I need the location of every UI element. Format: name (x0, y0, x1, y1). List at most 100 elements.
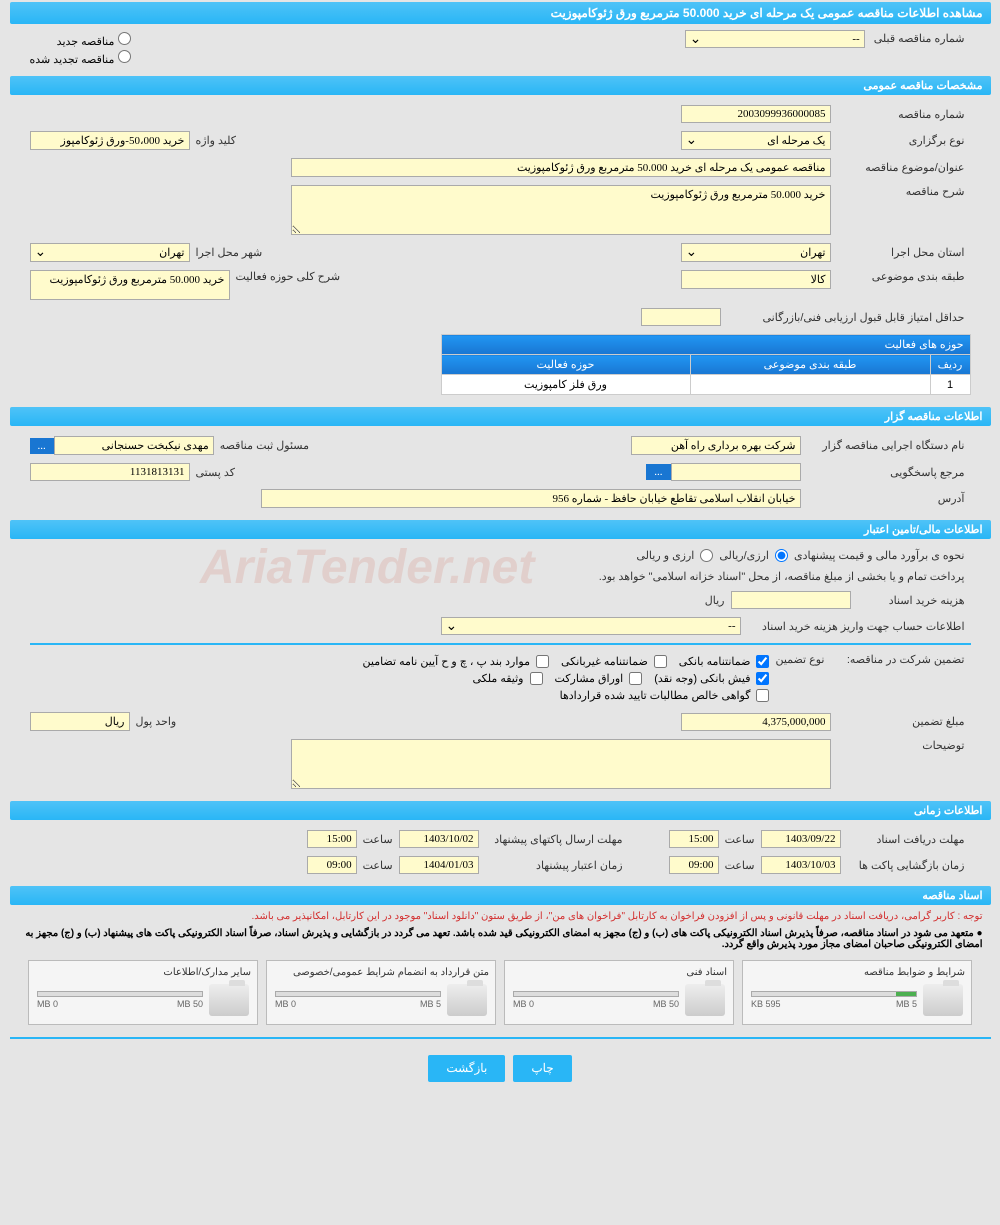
receive-date: 1403/09/22 (761, 830, 841, 848)
hour-label-1: ساعت (719, 833, 761, 846)
folder-icon (447, 984, 487, 1016)
ref-label: مرجع پاسخگویی (801, 466, 971, 479)
activity-cell: 1 (930, 375, 970, 395)
province-label: استان محل اجرا (831, 246, 971, 259)
doc-grid: شرایط و ضوابط مناقصه 5 MB595 KB اسناد فن… (10, 952, 991, 1033)
hour-label-3: ساعت (719, 859, 761, 872)
acct-label: اطلاعات حساب جهت واریز هزینه خرید اسناد (741, 620, 971, 633)
city-select[interactable]: تهران (30, 243, 190, 262)
addr-field: خیابان انقلاب اسلامی تقاطع خیابان حافظ -… (261, 489, 801, 508)
org-label: نام دستگاه اجرایی مناقصه گزار (801, 439, 971, 452)
progress-bar (275, 991, 441, 997)
doc-box[interactable]: شرایط و ضوابط مناقصه 5 MB595 KB (742, 960, 972, 1025)
folder-icon (685, 984, 725, 1016)
min-score-label: حداقل امتیاز قابل قبول ارزیابی فنی/بازرگ… (721, 311, 971, 324)
chk-bonds-label: اوراق مشارکت (555, 672, 624, 685)
chk-regulations[interactable] (536, 655, 549, 668)
unit-field: ریال (30, 712, 130, 731)
radio-both-label: ارزی و ریالی (630, 549, 700, 562)
chk-nonbank-guarantee[interactable] (654, 655, 667, 668)
postal-field: 1131813131 (30, 463, 190, 481)
doc-cost-field (731, 591, 851, 609)
currency-label: ریال (699, 594, 731, 607)
chk-bonds[interactable] (629, 672, 642, 685)
chk-nonbank-guarantee-label: ضمانتنامه غیربانکی (561, 655, 648, 668)
radio-rial-label: ارزی/ریالی (713, 549, 775, 562)
min-score-field (641, 308, 721, 326)
radio-rial[interactable] (775, 549, 788, 562)
radio-renewed[interactable] (118, 50, 131, 63)
method-label: نحوه ی برآورد مالی و قیمت پیشنهادی (788, 549, 971, 562)
prog-used: 0 MB (37, 999, 58, 1009)
notes-field (291, 739, 831, 789)
keyword-label: کلید واژه (190, 134, 242, 147)
doc-title: متن قرارداد به انضمام شرایط عمومی/خصوصی (271, 965, 491, 980)
chk-property-label: وثیقه ملکی (473, 672, 524, 685)
section-time-header: اطلاعات زمانی (10, 801, 991, 820)
validity-date: 1404/01/03 (399, 856, 479, 874)
activity-col-field: حوزه فعالیت (441, 355, 690, 375)
receive-label: مهلت دریافت اسناد (841, 833, 971, 846)
officer-more-button[interactable]: ... (30, 438, 54, 454)
amount-label: مبلغ تضمین (831, 715, 971, 728)
docs-warning: توجه : کاربر گرامی، دریافت اسناد در مهلت… (10, 907, 991, 926)
progress-bar (513, 991, 679, 997)
prev-tender-select[interactable]: -- (685, 30, 865, 48)
doc-box[interactable]: سایر مدارک/اطلاعات 50 MB0 MB (28, 960, 258, 1025)
category-field: کالا (681, 270, 831, 289)
doc-title: شرایط و ضوابط مناقصه (747, 965, 967, 980)
chk-bank-guarantee[interactable] (756, 655, 769, 668)
hour-label-2: ساعت (357, 833, 399, 846)
radio-new[interactable] (118, 32, 131, 45)
activity-cell: ورق فلز کامپوزیت (441, 375, 690, 395)
prog-used: 0 MB (513, 999, 534, 1009)
type-label: نوع برگزاری (831, 134, 971, 147)
activity-col-row: ردیف (930, 355, 970, 375)
doc-cost-label: هزینه خرید اسناد (851, 594, 971, 607)
table-row: 1 ورق فلز کامپوزیت (441, 375, 970, 395)
activity-table: حوزه های فعالیت ردیف طبقه بندی موضوعی حو… (441, 334, 971, 395)
progress-bar (751, 991, 917, 997)
subject-field: مناقصه عمومی یک مرحله ای خرید 50.000 متر… (291, 158, 831, 177)
officer-label: مسئول ثبت مناقصه (214, 439, 315, 452)
amount-field: 4,375,000,000 (681, 713, 831, 731)
tender-number-label: شماره مناقصه (831, 108, 971, 121)
prog-total: 50 MB (177, 999, 203, 1009)
addr-label: آدرس (801, 492, 971, 505)
doc-title: اسناد فنی (509, 965, 729, 980)
divider (10, 1037, 991, 1039)
radio-new-label: مناقصه جدید (57, 36, 115, 48)
chk-bank-guarantee-label: ضمانتنامه بانکی (679, 655, 751, 668)
notes-label: توضیحات (831, 739, 971, 752)
section-owner-header: اطلاعات مناقصه گزار (10, 407, 991, 426)
activity-desc-field: خرید 50.000 مترمربع ورق ژئوکامپوزیت (30, 270, 230, 300)
prog-used: 0 MB (275, 999, 296, 1009)
category-label: طبقه بندی موضوعی (831, 270, 971, 283)
tender-number-field: 2003099936000085 (681, 105, 831, 123)
chk-property[interactable] (530, 672, 543, 685)
open-date: 1403/10/03 (761, 856, 841, 874)
prev-tender-label: شماره مناقصه قبلی (868, 33, 971, 45)
guarantee-label: تضمین شرکت در مناقصه: (831, 653, 971, 666)
radio-both[interactable] (700, 549, 713, 562)
activity-table-title: حوزه های فعالیت (441, 335, 970, 355)
doc-box[interactable]: اسناد فنی 50 MB0 MB (504, 960, 734, 1025)
type-select[interactable]: یک مرحله ای (681, 131, 831, 150)
back-button[interactable]: بازگشت (428, 1055, 505, 1082)
chk-receivables[interactable] (756, 689, 769, 702)
payment-note: پرداخت تمام و یا بخشی از مبلغ مناقصه، از… (593, 570, 971, 583)
guarantee-type-label: نوع تضمین (769, 653, 830, 666)
prog-used: 595 KB (751, 999, 781, 1009)
doc-box[interactable]: متن قرارداد به انضمام شرایط عمومی/خصوصی … (266, 960, 496, 1025)
section-docs-header: اسناد مناقصه (10, 886, 991, 905)
acct-select[interactable]: -- (441, 617, 741, 635)
activity-col-category: طبقه بندی موضوعی (690, 355, 930, 375)
radio-renewed-label: مناقصه تجدید شده (30, 54, 115, 66)
chk-cash[interactable] (756, 672, 769, 685)
print-button[interactable]: چاپ (513, 1055, 571, 1082)
unit-label: واحد پول (130, 715, 183, 728)
ref-more-button[interactable]: ... (646, 464, 670, 480)
activity-cell (690, 375, 930, 395)
progress-bar (37, 991, 203, 997)
province-select[interactable]: تهران (681, 243, 831, 262)
